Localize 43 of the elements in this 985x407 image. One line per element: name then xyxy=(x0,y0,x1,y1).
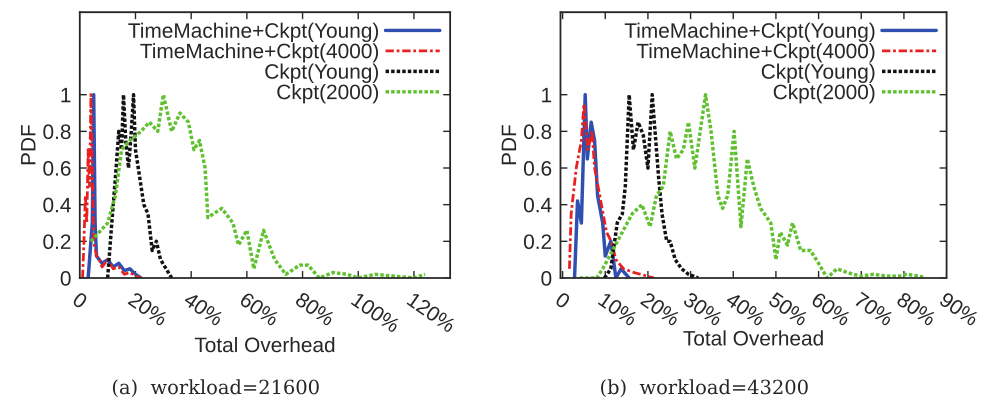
line-series xyxy=(568,102,656,278)
y-tick-label: 0.4 xyxy=(524,198,552,212)
y-tick-label: 0.4 xyxy=(43,198,71,212)
x-tick-label: 80% xyxy=(896,291,938,327)
x-tick-label: 70% xyxy=(853,292,894,327)
x-tick-label: 10% xyxy=(598,292,638,327)
y-tick-label: 1 xyxy=(542,88,552,102)
x-tick-label: 0 xyxy=(554,291,572,310)
y-tick-label: 0.2 xyxy=(524,234,552,250)
x-tick-label: 30% xyxy=(682,291,724,327)
y-tick-label: 0.8 xyxy=(524,124,552,140)
x-tick-label: 50% xyxy=(768,291,810,327)
x-tick-label: 20% xyxy=(640,292,682,327)
x-axis-title: Total Overhead xyxy=(683,330,823,346)
legend-label: TimeMachine+Ckpt(4000) xyxy=(636,43,874,63)
x-tick-label: 80% xyxy=(294,291,336,327)
y-tick-label: 0 xyxy=(541,270,552,286)
legend-label: Ckpt(2000) xyxy=(277,84,378,104)
y-tick-label: 0.2 xyxy=(43,234,70,250)
legend-label: Ckpt(2000) xyxy=(774,84,874,104)
x-tick-label: 20% xyxy=(128,292,169,327)
x-tick-label: 60% xyxy=(238,292,280,327)
x-axis-title: Total Overhead xyxy=(194,336,334,352)
line-series xyxy=(602,92,700,278)
y-tick-label: 0.8 xyxy=(43,124,71,140)
legend-label: TimeMachine+Ckpt(Young) xyxy=(624,22,874,42)
y-axis-title: PDF xyxy=(21,125,36,164)
legend-label: TimeMachine+Ckpt(4000) xyxy=(140,43,378,63)
y-tick-label: 0 xyxy=(60,270,71,286)
legend-label: Ckpt(Young) xyxy=(265,64,378,83)
x-tick-label: 60% xyxy=(810,292,852,327)
y-tick-label: 0.6 xyxy=(43,161,71,176)
text: (b) workload=43200 xyxy=(601,379,808,398)
legend-label: Ckpt(Young) xyxy=(762,64,874,83)
x-tick-label: 40% xyxy=(182,291,224,327)
y-tick-label: 0.6 xyxy=(524,161,552,176)
line-series xyxy=(106,92,174,278)
x-tick-label: 90% xyxy=(938,291,980,327)
y-axis-title: PDF xyxy=(502,125,516,164)
legend-label: TimeMachine+Ckpt(Young) xyxy=(128,22,378,42)
y-tick-label: 1 xyxy=(61,88,70,102)
x-tick-label: 40% xyxy=(724,291,766,327)
text: (a) workload=21600 xyxy=(112,379,319,398)
